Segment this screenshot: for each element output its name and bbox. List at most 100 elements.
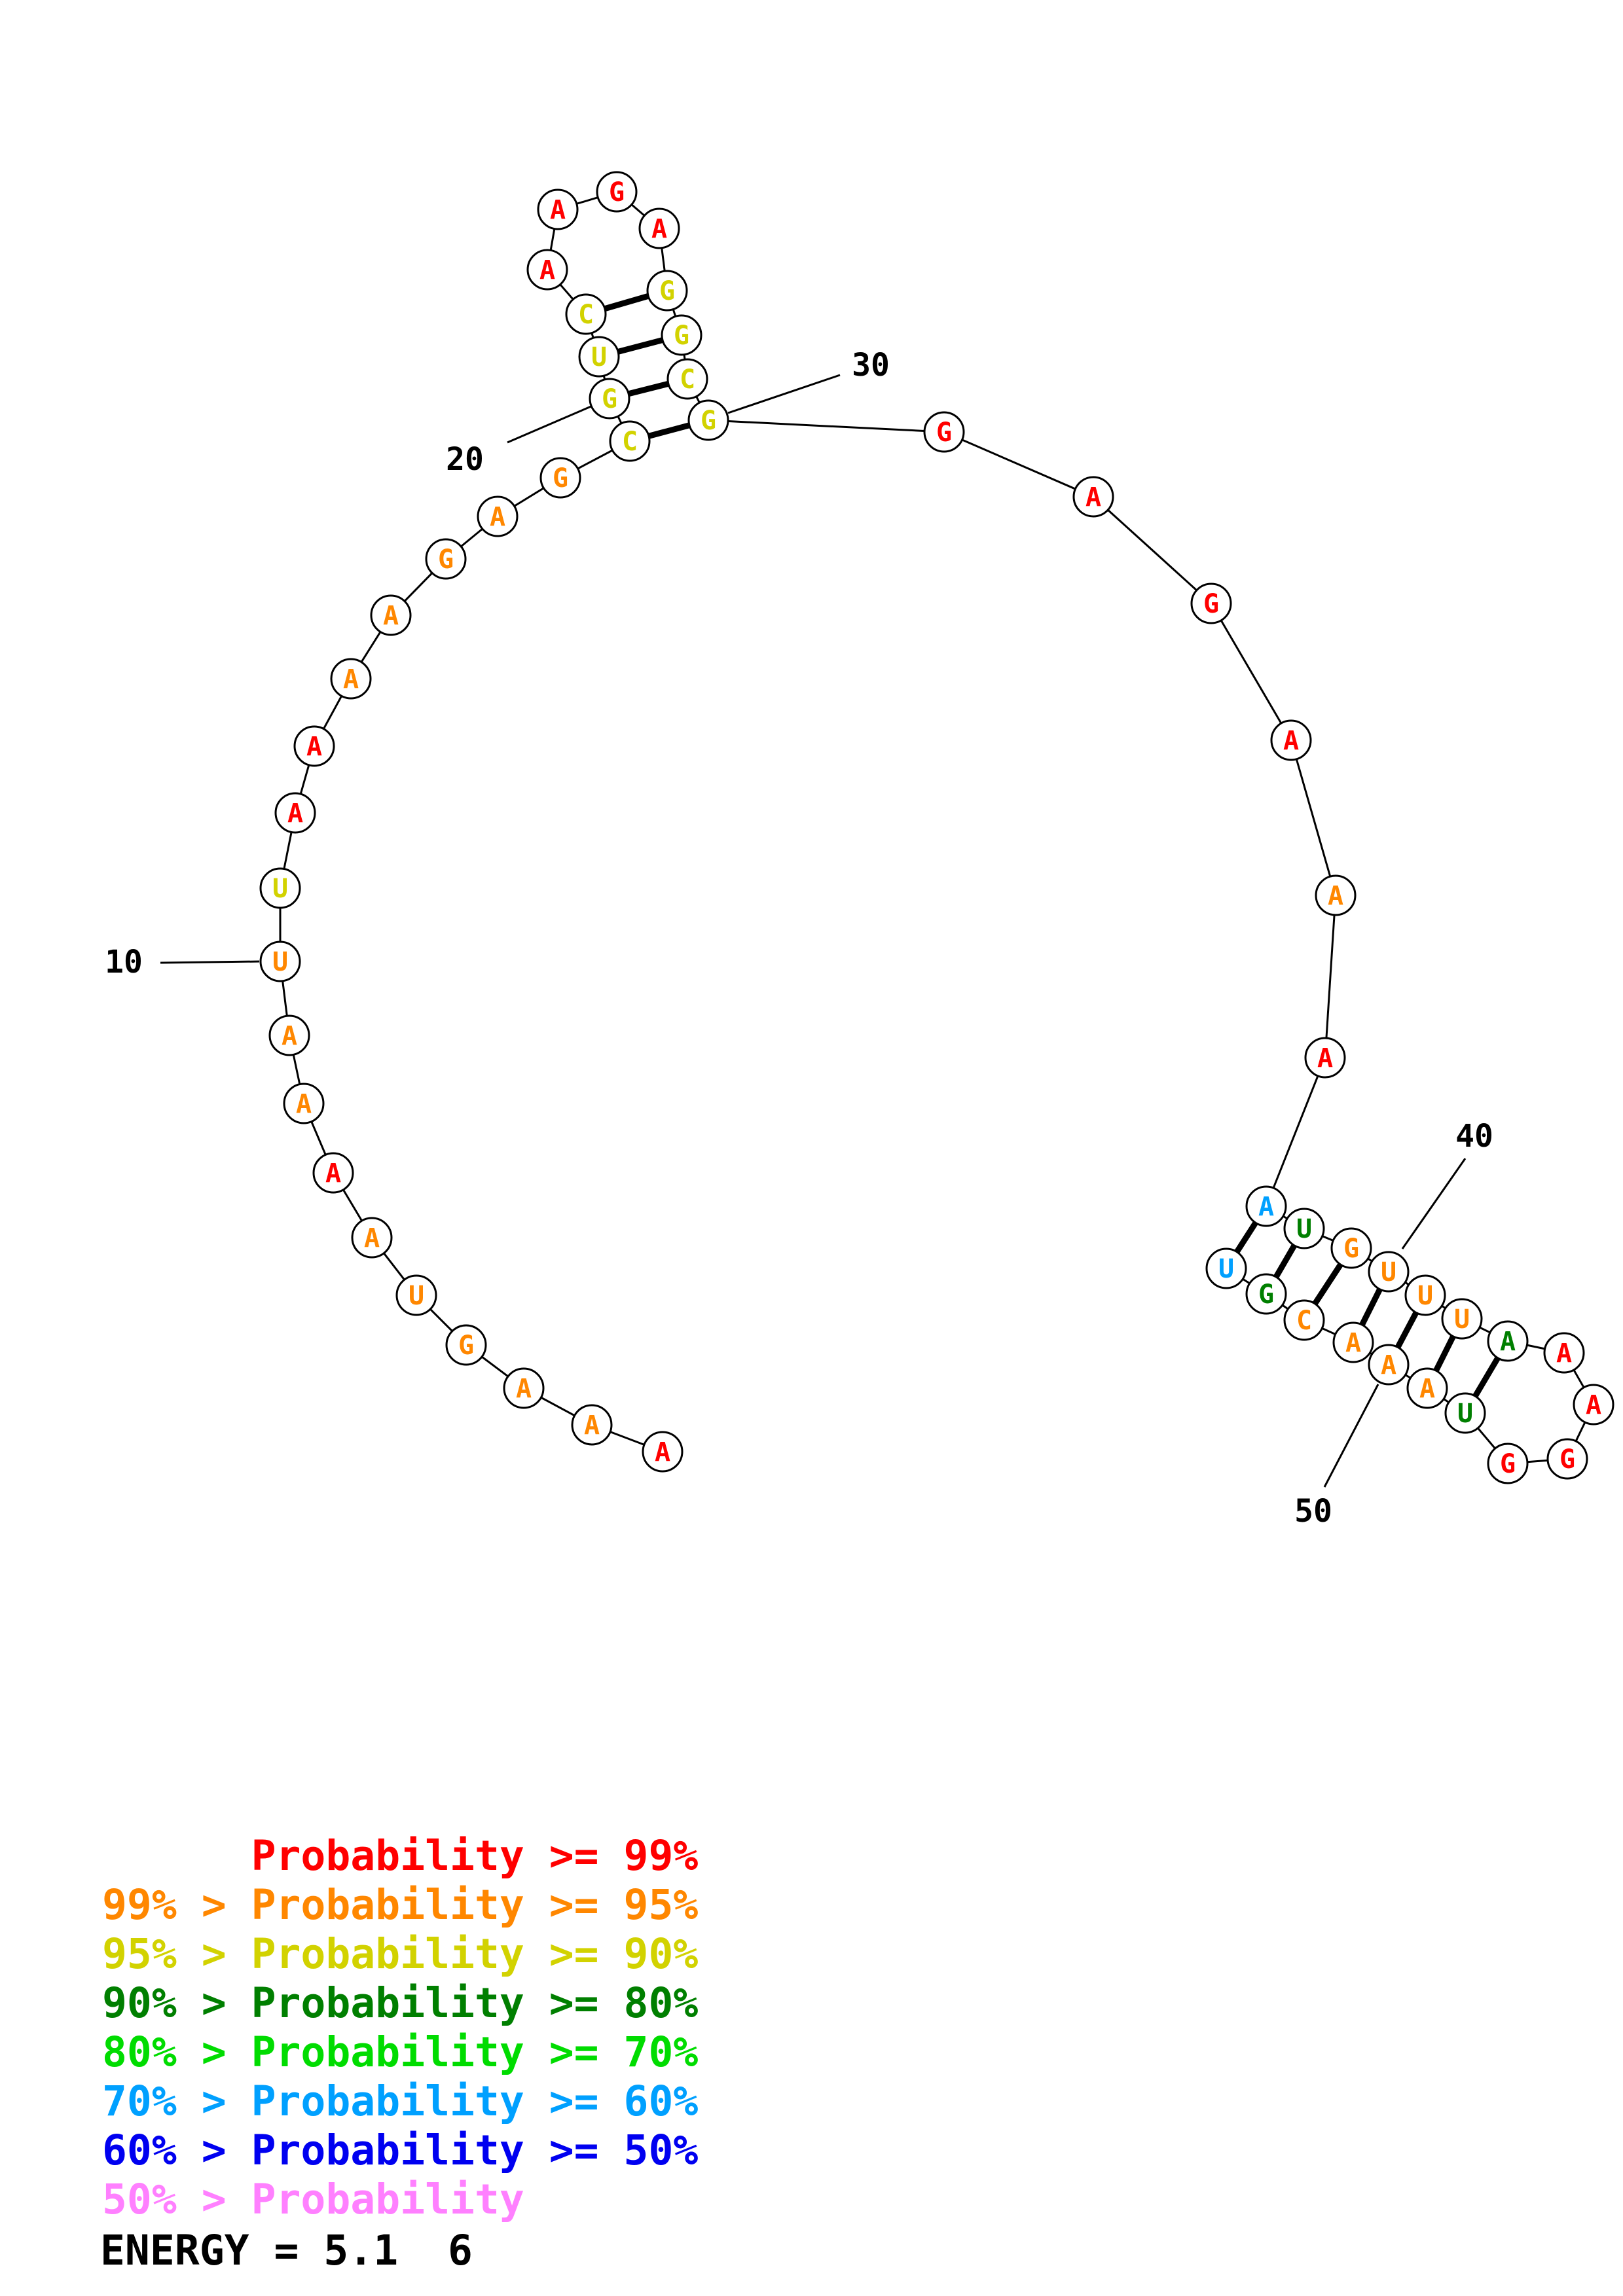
probability-legend: Probability >= 99% 99% > Probability >= 9…	[102, 1831, 698, 2224]
backbone-segment	[708, 419, 945, 433]
nucleotide-base: G	[458, 1331, 474, 1361]
nucleotide-base: U	[272, 947, 288, 977]
nucleotide-base: A	[296, 1089, 312, 1119]
legend-row-3: 95% > Probability >= 90%	[102, 1930, 699, 1978]
nucleotide-base: G	[602, 384, 617, 414]
nucleotide-base: A	[364, 1223, 380, 1253]
nucleotide-circle	[1487, 1443, 1529, 1484]
nucleotide-circle	[1245, 1273, 1287, 1315]
nucleotide-circle	[596, 171, 638, 213]
nucleotide-base: A	[1345, 1328, 1361, 1358]
nucleotide-circle	[1245, 1185, 1287, 1227]
backbone-segment	[1265, 1057, 1326, 1207]
sequence-number-leader-line	[727, 374, 841, 414]
legend-row-2: 99% > Probability >= 95%	[102, 1881, 699, 1929]
legend-row-7: 60% > Probability >= 50%	[102, 2126, 699, 2174]
nucleotide-circle	[1283, 1208, 1325, 1249]
nucleotide-circle	[1190, 583, 1232, 624]
nucleotide-circle	[1404, 1274, 1446, 1316]
nucleotide-circle	[1283, 1299, 1325, 1341]
nucleotide-circle	[1543, 1332, 1585, 1374]
nucleotide-circle	[589, 378, 630, 420]
nucleotide-base: A	[655, 1437, 670, 1467]
nucleotide-base: A	[1328, 881, 1343, 911]
sequence-number-label: 20	[446, 441, 484, 478]
nucleotide-base: A	[550, 195, 566, 225]
nucleotide-circle	[425, 538, 467, 580]
nucleotide-circle	[609, 420, 651, 462]
sequence-number-leader-line	[1323, 1384, 1379, 1488]
nucleotide-base: C	[578, 300, 594, 330]
nucleotide-circle	[259, 941, 301, 982]
nucleotide-base: G	[1343, 1234, 1359, 1264]
nucleotide-circle	[571, 1404, 613, 1446]
nucleotide-base: A	[539, 255, 555, 285]
nucleotide-base: A	[651, 214, 667, 244]
nucleotide-base: A	[1500, 1327, 1516, 1357]
nucleotide-circle	[687, 399, 729, 441]
nucleotide-base: A	[306, 732, 322, 762]
nucleotide-base: A	[584, 1410, 600, 1441]
nucleotide-circle	[1441, 1298, 1483, 1340]
nucleotide-circle	[1444, 1392, 1486, 1434]
nucleotide-circle	[351, 1217, 393, 1259]
nucleotide-base: A	[325, 1158, 341, 1189]
nucleotide-base: U	[1381, 1257, 1396, 1287]
nucleotide-circle	[666, 358, 708, 400]
nucleotide-circle	[330, 658, 372, 700]
nucleotide-base: U	[591, 342, 607, 372]
nucleotide-base: G	[609, 177, 625, 207]
nucleotide-base: C	[680, 365, 695, 395]
sequence-number-label: 30	[852, 347, 890, 384]
nucleotide-base: A	[1381, 1350, 1396, 1380]
nucleotide-circle	[1368, 1251, 1410, 1293]
nucleotide-base: U	[409, 1281, 424, 1311]
nucleotide-circle	[1546, 1438, 1588, 1480]
nucleotide-base: A	[1085, 482, 1101, 512]
nucleotide-circle	[1368, 1344, 1410, 1386]
backbone-segment	[1324, 895, 1337, 1058]
nucleotide-base: A	[343, 664, 359, 694]
nucleotide-base: C	[622, 427, 638, 457]
nucleotide-base: G	[659, 276, 675, 306]
nucleotide-circle	[283, 1083, 325, 1124]
nucleotide-circle	[646, 270, 688, 312]
nucleotide-base: A	[1258, 1192, 1274, 1222]
nucleotide-circle	[539, 457, 581, 499]
nucleotide-base: A	[516, 1374, 532, 1404]
nucleotide-circle	[1205, 1247, 1247, 1289]
nucleotide-circle	[537, 188, 579, 230]
nucleotide-circle	[370, 594, 412, 636]
nucleotide-base: A	[490, 502, 505, 532]
nucleotide-circle	[445, 1324, 487, 1366]
sequence-number-leader-line	[507, 404, 593, 444]
nucleotide-base: A	[1419, 1374, 1435, 1404]
nucleotide-base: G	[674, 321, 689, 351]
legend-row-5: 80% > Probability >= 70%	[102, 2028, 699, 2076]
nucleotide-circle	[1072, 476, 1114, 518]
energy-label: ENERGY = 5.1 6	[100, 2227, 473, 2274]
legend-row-8: 50% > Probability	[102, 2176, 524, 2223]
nucleotide-circle	[268, 1014, 310, 1056]
nucleotide-circle	[578, 336, 620, 378]
nucleotide-circle	[312, 1152, 354, 1194]
nucleotide-circle	[1406, 1367, 1448, 1409]
nucleotide-base: U	[1218, 1254, 1234, 1284]
nucleotide-base: U	[1454, 1304, 1470, 1335]
nucleotide-base: G	[438, 545, 454, 575]
sequence-number-leader-line	[160, 960, 260, 964]
nucleotide-circle	[661, 314, 702, 356]
sequence-number-label: 40	[1455, 1118, 1493, 1155]
nucleotide-base: G	[1258, 1280, 1274, 1310]
nucleotide-base: G	[553, 463, 568, 493]
nucleotide-circle	[565, 293, 607, 335]
nucleotide-circle	[395, 1274, 437, 1316]
nucleotide-base: C	[1296, 1306, 1312, 1336]
nucleotide-base: A	[1283, 726, 1299, 756]
nucleotide-circle	[1270, 719, 1312, 761]
nucleotide-circle	[477, 495, 519, 537]
nucleotide-circle	[1304, 1037, 1346, 1079]
nucleotide-base: G	[1500, 1449, 1516, 1479]
nucleotide-base: G	[701, 406, 716, 436]
legend-row-4: 90% > Probability >= 80%	[102, 1979, 699, 2027]
